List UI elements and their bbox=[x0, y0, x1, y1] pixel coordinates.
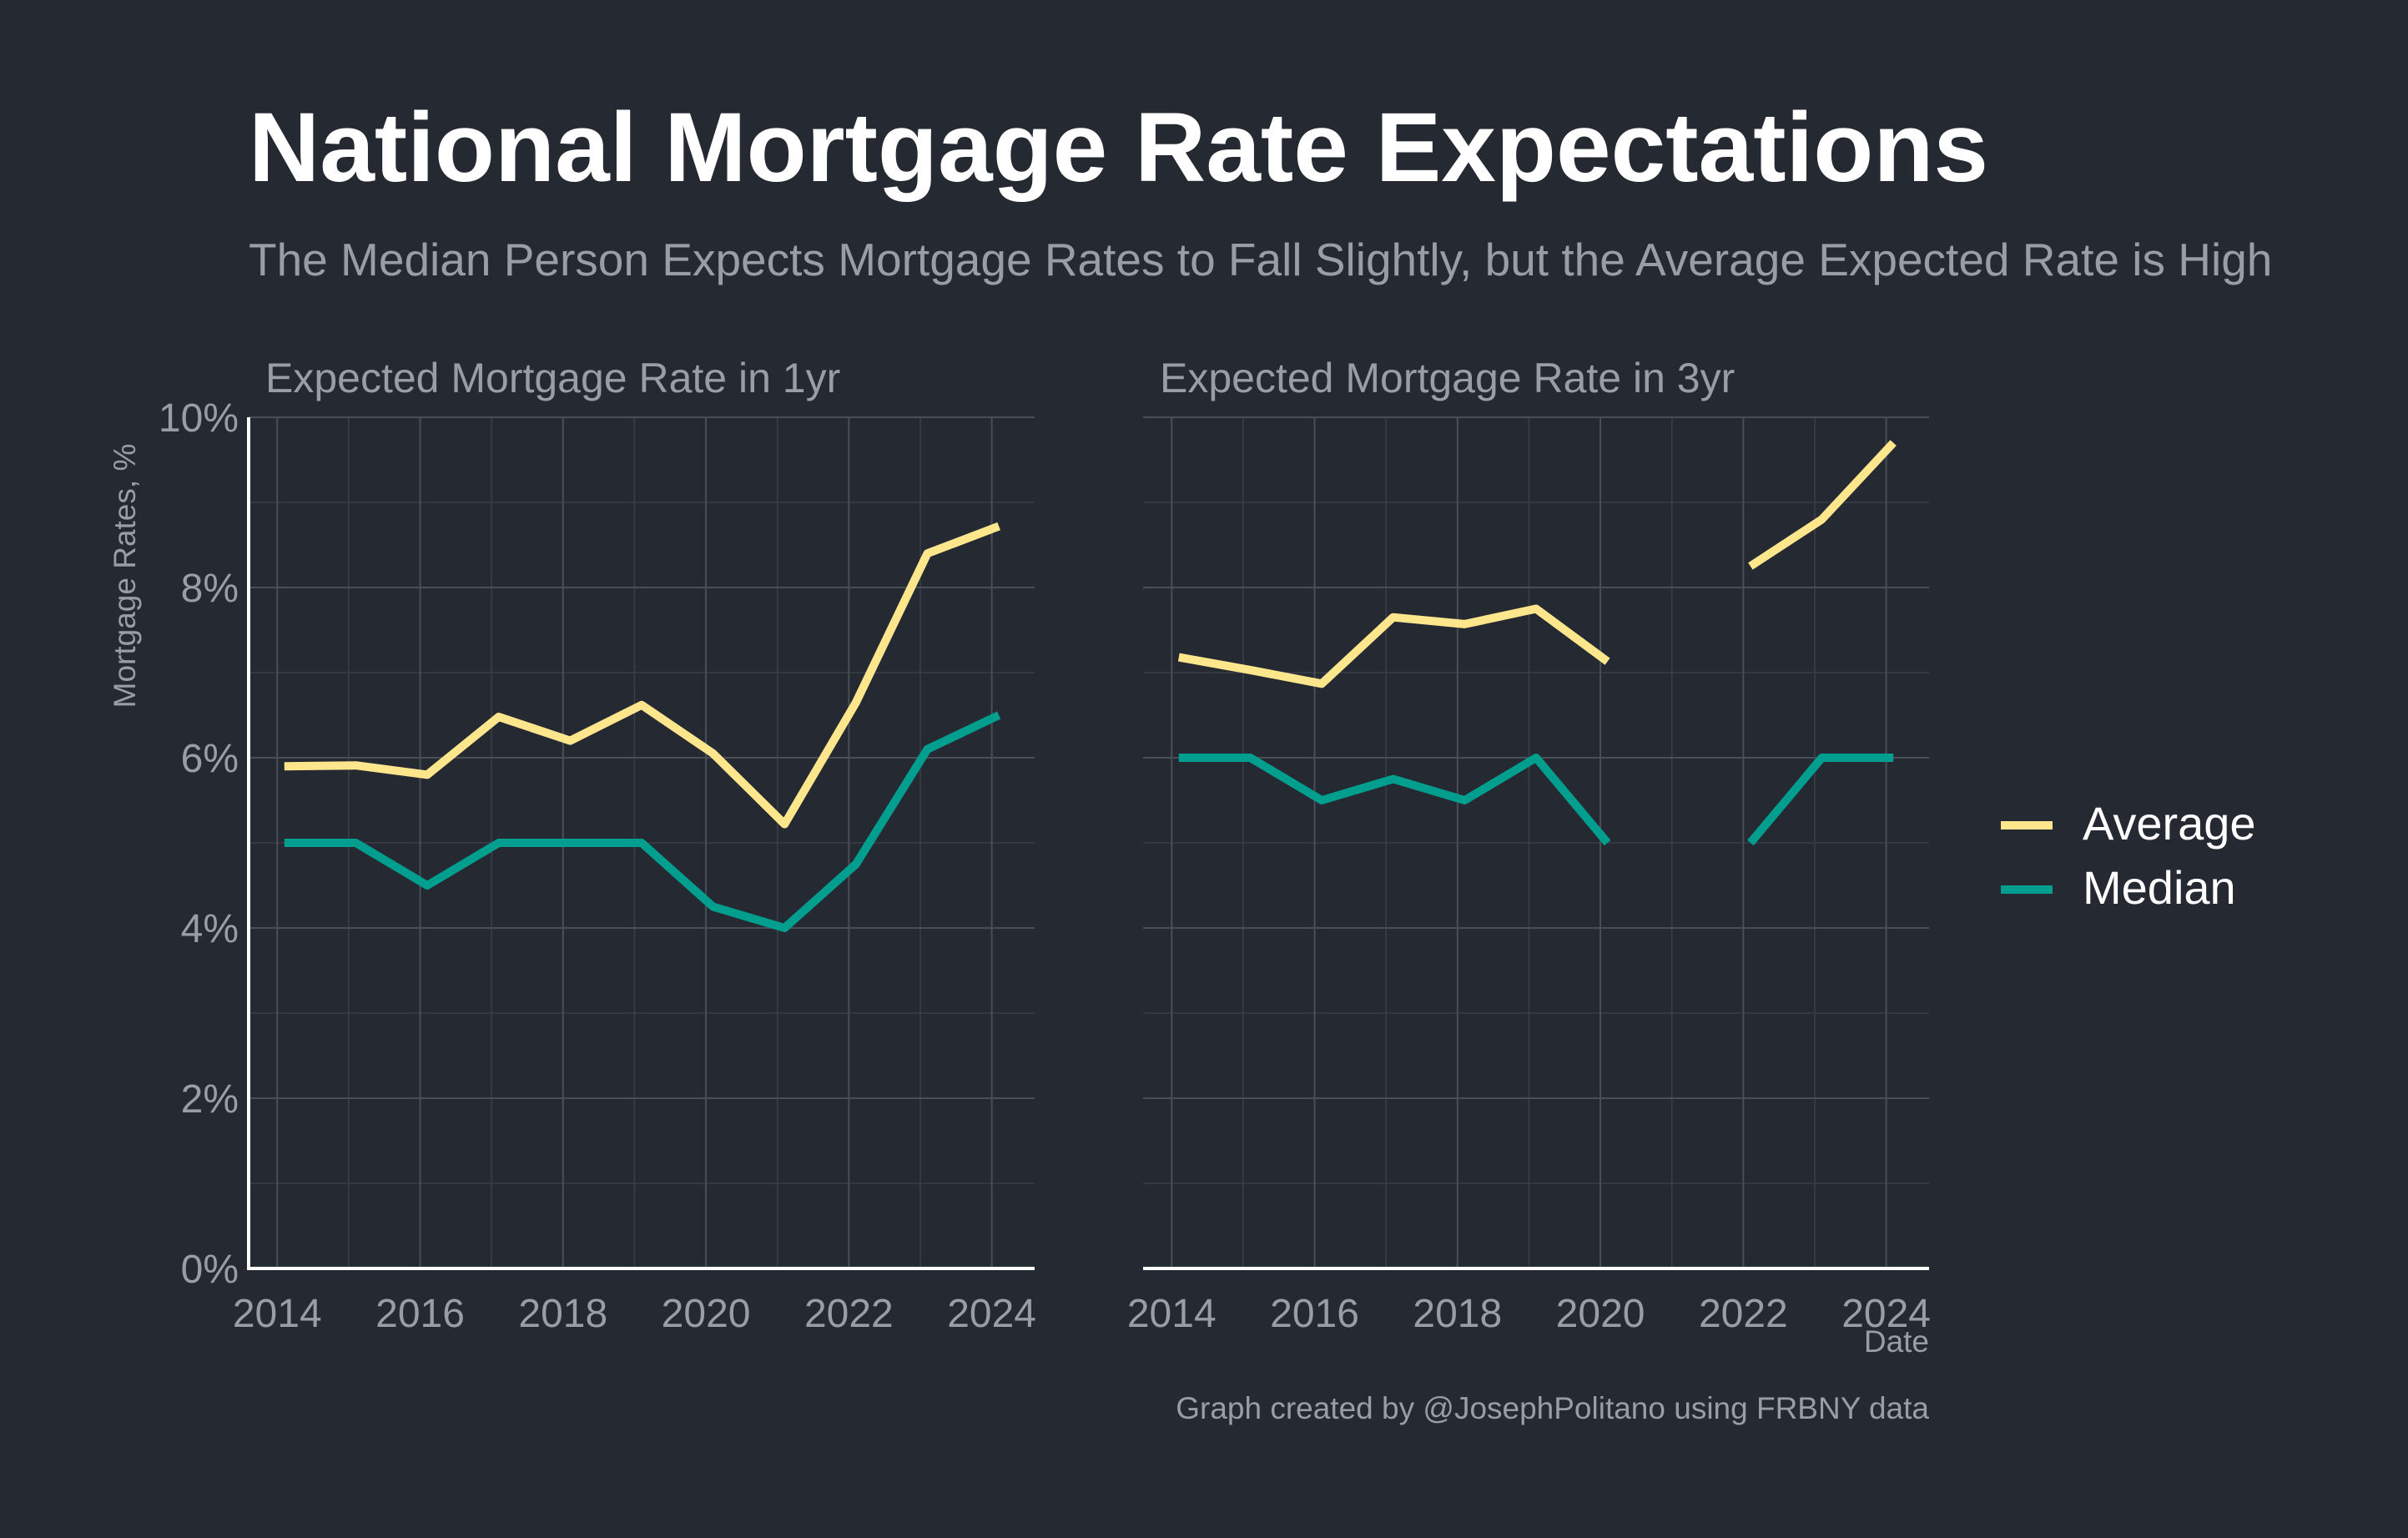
y-tick-label-2: 2% bbox=[181, 1077, 239, 1122]
chart-subtitle: The Median Person Expects Mortgage Rates… bbox=[249, 234, 2272, 285]
panel-title-3yr: Expected Mortgage Rate in 3yr bbox=[1160, 355, 1735, 401]
series-line-average-3yr-seg1 bbox=[1748, 440, 1897, 570]
y-tick-label-4: 4% bbox=[181, 907, 239, 951]
x-tick-label-1yr-2014: 2014 bbox=[233, 1292, 322, 1336]
x-tick-label-1yr-2024: 2024 bbox=[947, 1292, 1036, 1336]
legend-label-average: Average bbox=[2083, 797, 2256, 850]
series-line-average-3yr-seg0 bbox=[1177, 604, 1610, 688]
y-axis-title: Mortgage Rates, % bbox=[108, 444, 142, 708]
legend-label-median: Median bbox=[2083, 861, 2236, 914]
y-tick-label-10: 10% bbox=[159, 396, 239, 441]
chart-title: National Mortgage Rate Expectations bbox=[249, 93, 1988, 203]
panel-3yr: Expected Mortgage Rate in 3yr 2014 2016 201… bbox=[1127, 355, 1931, 1336]
panel-title-1yr: Expected Mortgage Rate in 1yr bbox=[265, 355, 840, 401]
series-line-median-3yr-seg0 bbox=[1178, 754, 1611, 846]
x-tick-label-3yr-2016: 2016 bbox=[1270, 1292, 1359, 1336]
x-tick-label-1yr-2018: 2018 bbox=[518, 1292, 607, 1336]
x-tick-label-3yr-2014: 2014 bbox=[1127, 1292, 1217, 1336]
series-line-median-3yr-seg1 bbox=[1747, 754, 1894, 846]
y-tick-label-6: 6% bbox=[181, 737, 239, 781]
y-tick-label-0: 0% bbox=[181, 1248, 239, 1292]
series-line-average-1yr-seg0 bbox=[284, 522, 1000, 829]
x-tick-label-1yr-2022: 2022 bbox=[804, 1292, 894, 1336]
x-tick-label-3yr-2020: 2020 bbox=[1556, 1292, 1645, 1336]
y-tick-label-8: 8% bbox=[181, 567, 239, 611]
x-tick-label-1yr-2020: 2020 bbox=[662, 1292, 751, 1336]
x-tick-label-1yr-2016: 2016 bbox=[375, 1292, 465, 1336]
series-line-median-1yr-seg0 bbox=[284, 711, 1001, 932]
panel-1yr: Expected Mortgage Rate in 1yr 2014 2016 201… bbox=[159, 355, 1036, 1336]
legend: Average Median bbox=[2001, 797, 2256, 914]
x-tick-label-3yr-2018: 2018 bbox=[1413, 1292, 1502, 1336]
x-tick-label-3yr-2022: 2022 bbox=[1699, 1292, 1788, 1336]
x-axis-title: Date bbox=[1864, 1324, 1929, 1359]
x-tick-label-3yr-2024: 2024 bbox=[1841, 1292, 1931, 1336]
chart-caption: Graph created by @JosephPolitano using F… bbox=[1176, 1391, 1929, 1425]
